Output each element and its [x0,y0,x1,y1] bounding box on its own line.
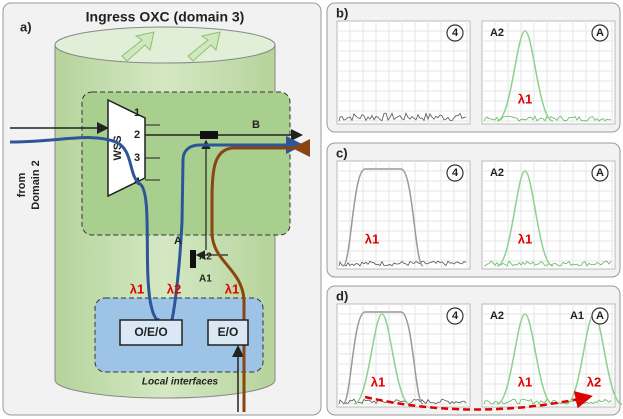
spectrum-label: λ1 [365,231,379,246]
point-label: A2 [199,252,212,263]
source-line: Domain 2 [30,160,42,210]
point-label: A1 [199,274,212,285]
box-label: E/O [218,325,239,339]
spectra-panels: b) 4 A A2 λ1 c) 4 λ1 A A2 λ1 d) 4 λ1 A A2 A1 λ1 λ2 [327,3,622,415]
port-label: A [596,310,604,322]
panel-label: c) [336,145,348,160]
point-label: B [252,119,260,131]
spectrum-label: A2 [490,310,504,322]
cylinder-top [55,27,275,63]
coupler [190,250,196,268]
port-label: 1 [134,107,140,119]
spectrum-label: A2 [490,27,504,39]
spectrum-label: λ1 [518,231,532,246]
panel-label: a) [20,19,32,34]
port-label: A [596,167,604,179]
wavelength-label: λ1 [225,281,239,296]
panel-a: a) Ingress OXC (domain 3) Local interfac… [3,3,321,415]
port-label: 2 [134,129,140,141]
source-line: from [16,173,28,198]
spectrum-label: A2 [490,167,504,179]
panel-label: b) [336,5,348,20]
wavelength-label: λ2 [167,281,181,296]
wavelength-label: λ1 [130,281,144,296]
spectrum-label: λ1 [371,374,385,389]
port-label: 4 [452,27,459,39]
spectrum-label: A1 [570,310,584,322]
spectrum-label: λ1 [518,91,532,106]
box-label: O/E/O [134,325,167,339]
spectrum-label: λ1 [518,374,532,389]
spectrum-label: λ2 [587,374,601,389]
port-label: 4 [452,167,459,179]
port-label: 4 [452,310,459,322]
coupler [200,131,218,139]
point-label: A [174,235,182,247]
title: Ingress OXC (domain 3) [86,9,245,25]
local-label: Local interfaces [142,377,219,388]
figure: a) Ingress OXC (domain 3) Local interfac… [0,0,623,419]
panel-label: d) [336,288,348,303]
port-label: A [596,27,604,39]
port-label: 3 [134,152,140,164]
